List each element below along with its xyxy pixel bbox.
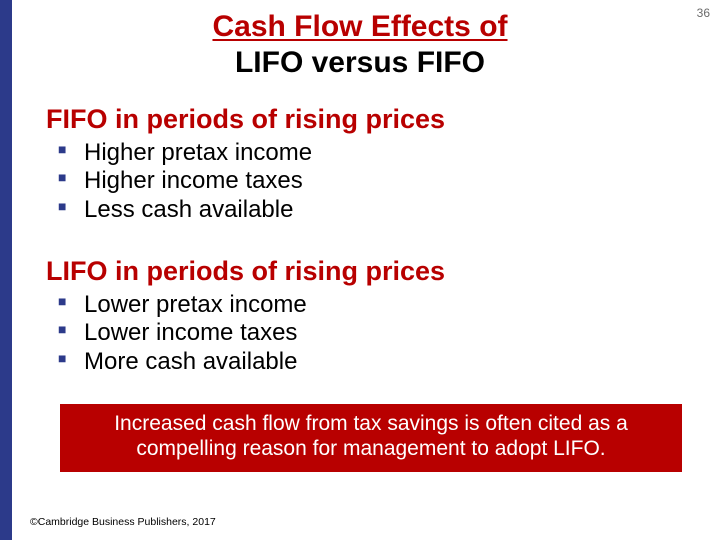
- list-item: Less cash available: [58, 196, 312, 224]
- list-item: Lower pretax income: [58, 291, 307, 319]
- callout-box: Increased cash flow from tax savings is …: [60, 404, 682, 472]
- section-heading-fifo: FIFO in periods of rising prices: [46, 104, 445, 135]
- list-item: Higher income taxes: [58, 167, 312, 195]
- left-accent-bar: [0, 0, 12, 540]
- list-item: Higher pretax income: [58, 139, 312, 167]
- section-heading-lifo: LIFO in periods of rising prices: [46, 256, 445, 287]
- callout-text: Increased cash flow from tax savings is …: [70, 412, 672, 462]
- bullet-list-fifo: Higher pretax income Higher income taxes…: [58, 139, 312, 224]
- list-item: More cash available: [58, 348, 307, 376]
- bullet-list-lifo: Lower pretax income Lower income taxes M…: [58, 291, 307, 376]
- list-item: Lower income taxes: [58, 319, 307, 347]
- slide: 36 Cash Flow Effects of LIFO versus FIFO…: [0, 0, 720, 540]
- title-line-2: LIFO versus FIFO: [0, 46, 720, 80]
- copyright: ©Cambridge Business Publishers, 2017: [30, 516, 216, 528]
- slide-title: Cash Flow Effects of LIFO versus FIFO: [0, 10, 720, 80]
- title-line-1: Cash Flow Effects of: [0, 10, 720, 44]
